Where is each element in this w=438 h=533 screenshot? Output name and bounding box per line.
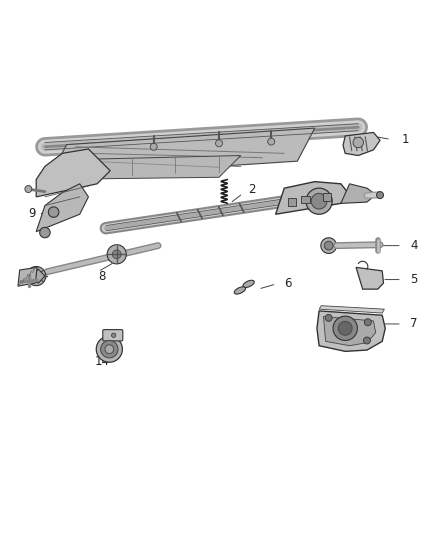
Bar	[322, 193, 331, 201]
Text: 9: 9	[28, 207, 36, 220]
Polygon shape	[276, 182, 350, 214]
Polygon shape	[96, 336, 122, 362]
Polygon shape	[28, 269, 45, 283]
Polygon shape	[105, 345, 114, 353]
Text: 5: 5	[410, 273, 418, 286]
Polygon shape	[323, 317, 376, 346]
Bar	[288, 198, 297, 206]
Polygon shape	[325, 314, 332, 321]
Polygon shape	[49, 207, 59, 217]
Polygon shape	[364, 337, 371, 344]
Polygon shape	[311, 193, 327, 209]
Polygon shape	[107, 245, 126, 264]
Polygon shape	[215, 140, 223, 147]
Polygon shape	[319, 305, 385, 313]
Polygon shape	[36, 149, 110, 197]
Polygon shape	[268, 138, 275, 145]
Polygon shape	[113, 250, 121, 259]
Polygon shape	[321, 238, 336, 253]
Text: 14: 14	[95, 355, 110, 368]
Polygon shape	[343, 133, 380, 156]
Text: 1: 1	[402, 133, 409, 146]
Polygon shape	[31, 271, 42, 281]
Polygon shape	[333, 316, 357, 341]
Text: 8: 8	[98, 270, 106, 282]
Polygon shape	[364, 319, 371, 326]
Polygon shape	[49, 128, 315, 177]
Text: 6: 6	[284, 277, 292, 290]
Polygon shape	[112, 333, 116, 337]
Polygon shape	[18, 268, 37, 286]
Polygon shape	[377, 192, 384, 199]
Polygon shape	[40, 228, 50, 238]
Polygon shape	[324, 241, 333, 250]
Polygon shape	[356, 268, 384, 289]
Text: 2: 2	[249, 183, 256, 196]
Polygon shape	[150, 143, 157, 150]
Polygon shape	[25, 185, 32, 192]
Polygon shape	[338, 321, 352, 335]
Text: 3: 3	[306, 196, 314, 208]
Bar	[301, 196, 310, 204]
FancyBboxPatch shape	[103, 329, 123, 341]
Polygon shape	[27, 266, 46, 286]
Polygon shape	[101, 341, 118, 358]
Polygon shape	[45, 156, 241, 180]
Polygon shape	[341, 184, 376, 204]
Polygon shape	[306, 188, 332, 214]
Polygon shape	[36, 184, 88, 232]
Polygon shape	[353, 137, 364, 148]
Text: 7: 7	[410, 318, 418, 330]
Text: 4: 4	[410, 239, 418, 252]
Ellipse shape	[234, 287, 246, 294]
Ellipse shape	[243, 280, 254, 287]
Polygon shape	[317, 311, 385, 351]
